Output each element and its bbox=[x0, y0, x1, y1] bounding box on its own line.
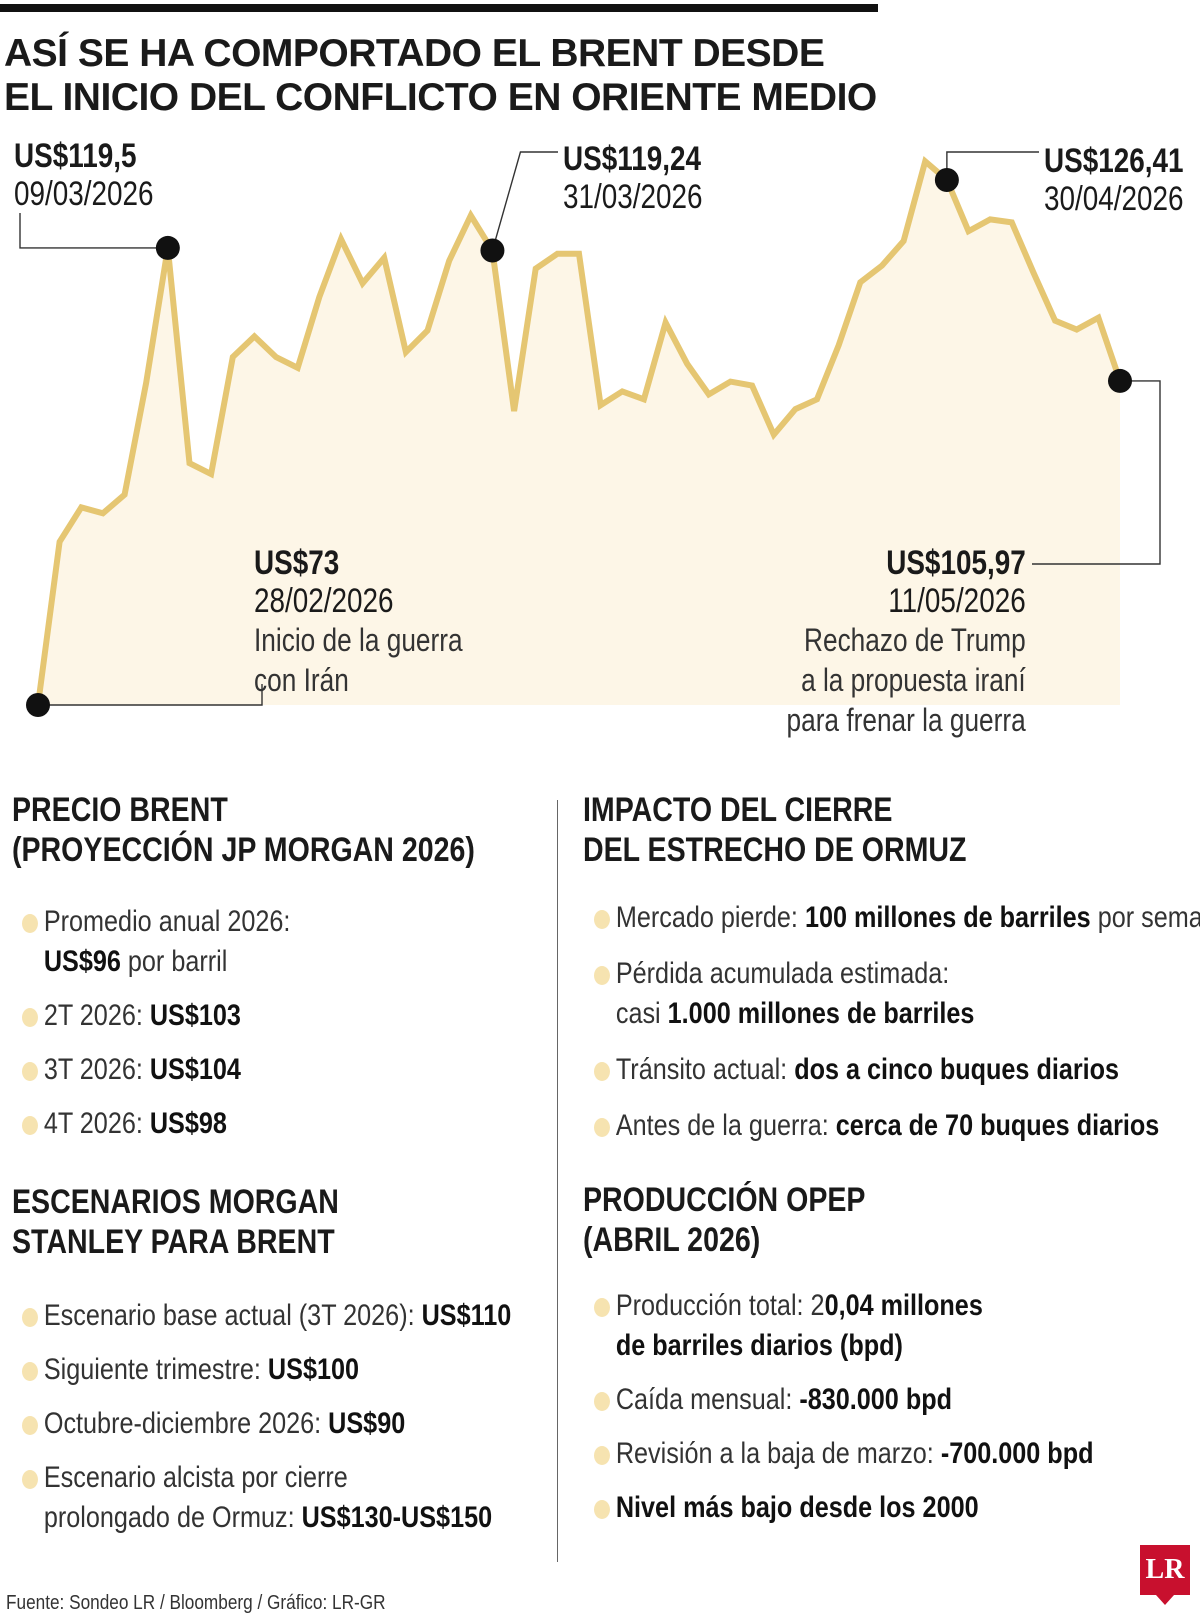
logo-text: LR bbox=[1145, 1554, 1185, 1585]
list-item: Siguiente trimestre: US$100 bbox=[22, 1350, 511, 1390]
bullet-dot bbox=[22, 1308, 38, 1327]
annotation-price: US$119,24 bbox=[563, 140, 701, 178]
list-item: Antes de la guerra: cerca de 70 buques d… bbox=[594, 1106, 1200, 1146]
annotation-date: 11/05/2026 bbox=[888, 582, 1026, 620]
bullet-dot bbox=[594, 966, 610, 985]
column-divider bbox=[557, 800, 558, 1562]
list-item: Nivel más bajo desde los 2000 bbox=[594, 1488, 1093, 1528]
bullet-dot bbox=[22, 1416, 38, 1435]
page-title: ASÍ SE HA COMPORTADO EL BRENT DESDE EL I… bbox=[4, 32, 904, 120]
bullet-dot bbox=[594, 1062, 610, 1081]
section-title-line: STANLEY PARA BRENT bbox=[12, 1223, 335, 1261]
annotation-price: US$119,5 bbox=[14, 137, 137, 175]
list-item: Tránsito actual: dos a cinco buques diar… bbox=[594, 1050, 1200, 1090]
list-item: 2T 2026: US$103 bbox=[22, 996, 290, 1036]
annotation-price: US$73 bbox=[254, 544, 340, 582]
annotation-point bbox=[155, 235, 180, 260]
annotation-leader-line bbox=[491, 151, 558, 251]
section-title-line: IMPACTO DEL CIERRE bbox=[583, 791, 893, 829]
annotation-leader-line bbox=[19, 213, 168, 249]
logo-box bbox=[1140, 1545, 1190, 1595]
list-item: US$96 por barril bbox=[43, 945, 228, 978]
list-item: prolongado de Ormuz: US$130-US$150 bbox=[43, 1501, 493, 1534]
section-title-jp-morgan: PRECIO BRENT (PROYECCIÓN JP MORGAN 2026) bbox=[12, 790, 475, 870]
annotation-note: con Irán bbox=[254, 662, 349, 698]
annotation-note: para frenar la guerra bbox=[786, 702, 1026, 738]
annotation-point bbox=[934, 168, 959, 192]
annotation-leader-line bbox=[1032, 380, 1161, 565]
annotation-leader-line bbox=[946, 151, 1039, 180]
logo-pointer bbox=[1156, 1595, 1174, 1605]
bullet-dot bbox=[22, 1116, 38, 1135]
annotation-point bbox=[480, 238, 505, 263]
bullet-dot bbox=[22, 1470, 38, 1489]
annotation-latest: US$105,97 11/05/2026 Rechazo de Trump a … bbox=[787, 544, 1026, 740]
annotation-point bbox=[26, 693, 50, 717]
source-credit: Fuente: Sondeo LR / Bloomberg / Gráfico:… bbox=[6, 1592, 386, 1614]
bullet-dot bbox=[594, 1392, 610, 1411]
annotation-date: 30/04/2026 bbox=[1044, 180, 1184, 218]
annotation-peak-3: US$126,41 30/04/2026 bbox=[1044, 142, 1184, 218]
annotation-note: a la propuesta iraní bbox=[801, 662, 1026, 698]
section-title-line: PRECIO BRENT bbox=[12, 791, 228, 829]
annotation-peak-1: US$119,5 09/03/2026 bbox=[14, 137, 154, 213]
annotation-date: 31/03/2026 bbox=[563, 178, 703, 216]
list-item: 4T 2026: US$98 bbox=[22, 1104, 290, 1144]
bullet-dot bbox=[594, 1446, 610, 1465]
bullet-dot bbox=[594, 1500, 610, 1519]
section-title-ormuz: IMPACTO DEL CIERRE DEL ESTRECHO DE ORMUZ bbox=[583, 790, 966, 870]
bullet-dot bbox=[22, 914, 38, 933]
section-title-opep: PRODUCCIÓN OPEP (ABRIL 2026) bbox=[583, 1180, 865, 1260]
top-rule bbox=[0, 4, 878, 12]
list-item: Escenario alcista por cierre bbox=[22, 1458, 511, 1498]
annotation-point bbox=[1108, 368, 1132, 393]
section-title-line: ESCENARIOS MORGAN bbox=[12, 1183, 339, 1221]
bullet-dot bbox=[22, 1062, 38, 1081]
section-title-line: PRODUCCIÓN OPEP bbox=[583, 1181, 866, 1219]
bullet-dot bbox=[22, 1008, 38, 1027]
title-line-2: EL INICIO DEL CONFLICTO EN ORIENTE MEDIO bbox=[4, 76, 877, 119]
section-title-morgan-stanley: ESCENARIOS MORGAN STANLEY PARA BRENT bbox=[12, 1182, 339, 1262]
list-item: Producción total: 20,04 millones bbox=[594, 1286, 1093, 1326]
section-title-line: (PROYECCIÓN JP MORGAN 2026) bbox=[12, 831, 475, 869]
list-item: Revisión a la baja de marzo: -700.000 bp… bbox=[594, 1434, 1093, 1474]
bullet-dot bbox=[22, 1362, 38, 1381]
bullet-dot bbox=[594, 910, 610, 929]
annotation-peak-2: US$119,24 31/03/2026 bbox=[563, 140, 703, 216]
chart-area-fill bbox=[38, 161, 1120, 705]
list-item: Mercado pierde: 100 millones de barriles… bbox=[594, 898, 1200, 938]
list-item: casi 1.000 millones de barriles bbox=[615, 997, 975, 1030]
annotation-date: 09/03/2026 bbox=[14, 175, 154, 213]
list-item: Pérdida acumulada estimada: bbox=[594, 954, 1200, 994]
list-item: Octubre-diciembre 2026: US$90 bbox=[22, 1404, 511, 1444]
annotation-price: US$126,41 bbox=[1044, 142, 1184, 180]
morgan-stanley-list: Escenario base actual (3T 2026): US$110 … bbox=[22, 1296, 604, 1538]
lr-logo: LR bbox=[1140, 1545, 1190, 1605]
ormuz-list: Mercado pierde: 100 millones de barriles… bbox=[594, 898, 1200, 1146]
jp-morgan-list: Promedio anual 2026: US$96 por barril 2T… bbox=[22, 902, 342, 1144]
section-title-line: (ABRIL 2026) bbox=[583, 1221, 761, 1259]
annotation-date: 28/02/2026 bbox=[254, 582, 394, 620]
annotation-note: Rechazo de Trump bbox=[804, 622, 1026, 658]
list-item: 3T 2026: US$104 bbox=[22, 1050, 290, 1090]
list-item: Promedio anual 2026: bbox=[22, 902, 290, 942]
section-title-line: DEL ESTRECHO DE ORMUZ bbox=[583, 831, 967, 869]
annotation-leader-line bbox=[38, 684, 263, 706]
list-item: Caída mensual: -830.000 bpd bbox=[594, 1380, 1093, 1420]
annotation-note: Inicio de la guerra bbox=[254, 622, 463, 658]
opep-list: Producción total: 20,04 millones de barr… bbox=[594, 1286, 1189, 1528]
brent-price-chart bbox=[19, 151, 1161, 717]
bullet-dot bbox=[594, 1118, 610, 1137]
list-item: Escenario base actual (3T 2026): US$110 bbox=[22, 1296, 511, 1336]
title-line-1: ASÍ SE HA COMPORTADO EL BRENT DESDE bbox=[4, 32, 825, 75]
annotation-price: US$105,97 bbox=[886, 544, 1026, 582]
list-item: de barriles diarios (bpd) bbox=[615, 1329, 903, 1362]
bullet-dot bbox=[594, 1298, 610, 1317]
annotation-start: US$73 28/02/2026 Inicio de la guerra con… bbox=[254, 544, 463, 700]
